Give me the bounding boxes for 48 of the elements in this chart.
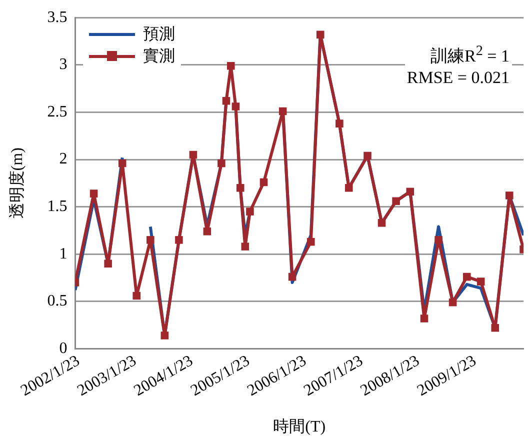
- x-axis-title: 時間(T): [273, 418, 326, 436]
- point: [236, 184, 244, 192]
- point: [241, 242, 250, 250]
- y-tick-label: 2.5: [47, 103, 68, 120]
- y-tick-label: 0: [59, 340, 68, 357]
- point: [118, 159, 126, 168]
- annotation: 訓練R$^{2}$ = 1: [429, 42, 510, 68]
- legend-label: 預測: [143, 25, 176, 46]
- annotation: RMSE = 0.021: [406, 67, 510, 90]
- point: [146, 236, 154, 244]
- point: [222, 96, 230, 105]
- y-tick-label: 3.5: [47, 8, 68, 26]
- point: [364, 152, 372, 160]
- y-axis-title: 透明度(m): [8, 148, 26, 219]
- point: [203, 228, 212, 236]
- point: [104, 260, 112, 268]
- y-tick-label: 0.5: [47, 292, 68, 310]
- point: [227, 62, 235, 70]
- point: [378, 219, 386, 227]
- point: [316, 30, 324, 39]
- y-tick-label: 1: [59, 245, 68, 262]
- y-tick-label: 3: [59, 56, 68, 74]
- point: [476, 278, 485, 286]
- point: [307, 238, 315, 246]
- point: [175, 236, 183, 244]
- point: [246, 208, 254, 216]
- point: [132, 292, 140, 300]
- point: [260, 178, 268, 186]
- point: [336, 120, 344, 128]
- y-tick-label: 1.5: [47, 198, 68, 216]
- point: [506, 192, 514, 200]
- point: [463, 272, 471, 281]
- point: [160, 332, 169, 340]
- point: [420, 314, 428, 322]
- point: [218, 159, 226, 168]
- point: [278, 107, 287, 116]
- point: [406, 188, 414, 196]
- point: [232, 102, 240, 110]
- y-tick-label: 2: [59, 150, 68, 168]
- point: [392, 197, 400, 206]
- point: [90, 190, 98, 198]
- point: [345, 184, 353, 192]
- legend-label: 實測: [143, 47, 176, 68]
- point: [434, 236, 442, 244]
- point: [288, 272, 296, 281]
- point: [189, 150, 198, 159]
- point: [448, 298, 457, 306]
- point: [491, 324, 500, 332]
